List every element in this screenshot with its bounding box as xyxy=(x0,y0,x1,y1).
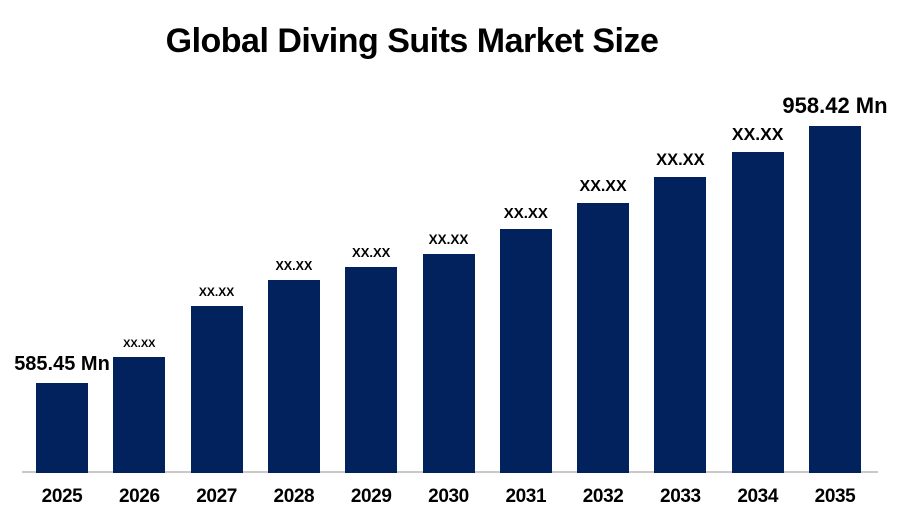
bar-2026 xyxy=(113,357,166,473)
chart-title: Global Diving Suits Market Size xyxy=(165,22,659,60)
value-label-2028: XX.XX xyxy=(275,259,313,273)
bar-2034 xyxy=(731,152,784,473)
value-label-2032: XX.XX xyxy=(579,178,627,195)
bar-2032 xyxy=(577,203,630,473)
value-label-2033: XX.XX xyxy=(656,151,705,169)
value-label-2029: XX.XX xyxy=(352,245,391,260)
value-label-2030: XX.XX xyxy=(428,232,469,247)
x-axis-label-2031: 2031 xyxy=(505,486,547,507)
bar-2027 xyxy=(190,306,243,473)
bar-2030 xyxy=(422,254,475,473)
x-axis-label-2032: 2032 xyxy=(582,486,624,507)
x-axis-label-2030: 2030 xyxy=(428,486,469,507)
bar-2025 xyxy=(36,383,88,473)
x-axis-label-2034: 2034 xyxy=(737,486,779,507)
x-axis-label-2033: 2033 xyxy=(660,486,701,507)
x-axis-label-2029: 2029 xyxy=(350,486,392,507)
x-axis-label-2025: 2025 xyxy=(41,486,83,507)
bar-2033 xyxy=(654,177,707,473)
value-label-2035: 958.42 Mn xyxy=(782,93,888,118)
x-axis-label-2027: 2027 xyxy=(196,486,237,507)
x-axis-label-2035: 2035 xyxy=(814,486,856,507)
bar-2028 xyxy=(267,280,320,473)
bar-2031 xyxy=(499,229,552,473)
bar-2029 xyxy=(345,267,398,473)
value-label-2027: XX.XX xyxy=(198,285,235,299)
x-axis-label-2026: 2026 xyxy=(118,486,160,507)
value-label-2034: XX.XX xyxy=(731,124,784,144)
bar-2035 xyxy=(809,126,861,473)
value-label-2026: XX.XX xyxy=(123,338,156,350)
x-axis-label-2028: 2028 xyxy=(273,486,315,507)
value-label-2031: XX.XX xyxy=(503,205,548,222)
value-label-2025: 585.45 Mn xyxy=(14,353,110,375)
